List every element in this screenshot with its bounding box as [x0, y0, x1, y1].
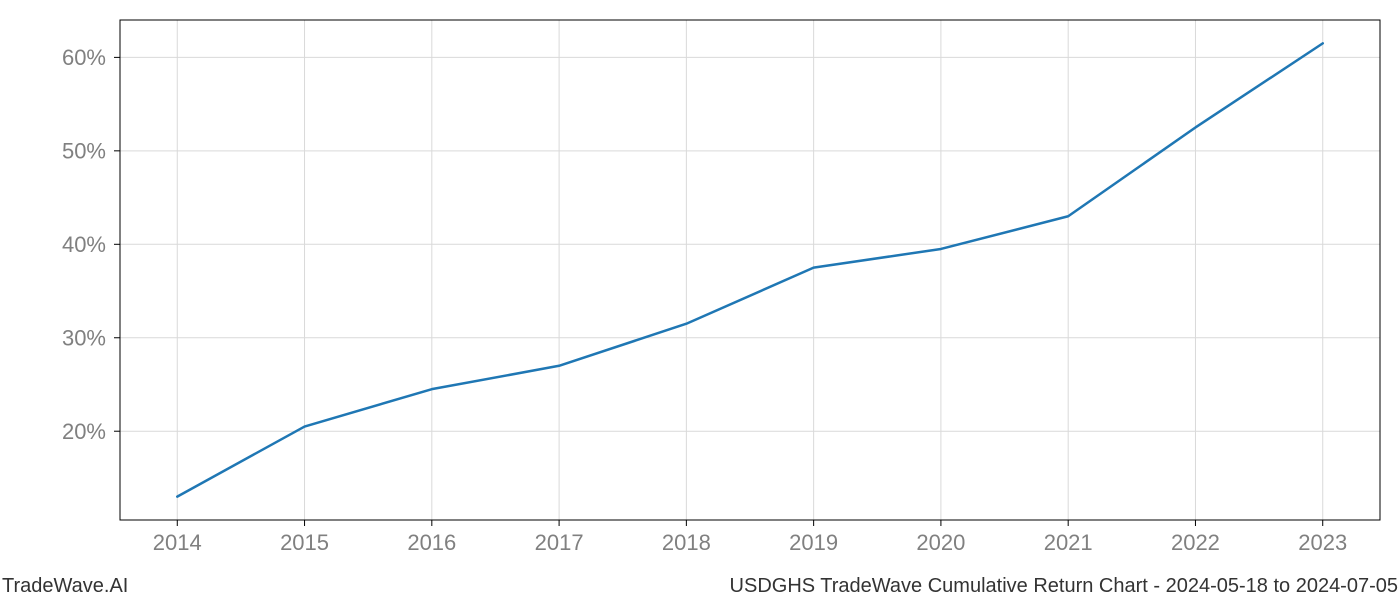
- line-chart: 2014 2015 2016 2017 2018 2019 2020 2021 2022 2023…: [0, 0, 1400, 600]
- x-tick-label: 2015: [280, 530, 329, 555]
- x-tick-label: 2020: [916, 530, 965, 555]
- x-tick-label: 2016: [407, 530, 456, 555]
- y-tick-label: 20%: [62, 419, 106, 444]
- x-tick-label: 2022: [1171, 530, 1220, 555]
- y-tick-label: 30%: [62, 325, 106, 350]
- y-tick-label: 60%: [62, 45, 106, 70]
- y-tick-label: 40%: [62, 232, 106, 257]
- x-tick-label: 2017: [535, 530, 584, 555]
- footer-right-text: USDGHS TradeWave Cumulative Return Chart…: [730, 575, 1398, 598]
- x-tick-label: 2021: [1044, 530, 1093, 555]
- x-tick-label: 2014: [153, 530, 202, 555]
- chart-container: 2014 2015 2016 2017 2018 2019 2020 2021 2022 2023…: [0, 0, 1400, 600]
- y-tick-label: 50%: [62, 139, 106, 164]
- x-tick-label: 2019: [789, 530, 838, 555]
- x-tick-label: 2018: [662, 530, 711, 555]
- footer-left-text: TradeWave.AI: [2, 575, 128, 598]
- x-tick-label: 2023: [1298, 530, 1347, 555]
